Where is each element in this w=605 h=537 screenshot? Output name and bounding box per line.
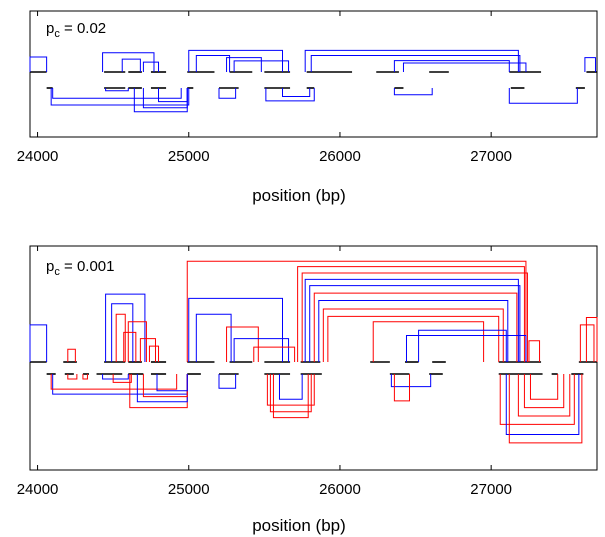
arc-upper-red — [186, 260, 527, 362]
arc-upper-blue — [121, 58, 141, 72]
arc-upper-red — [528, 340, 541, 362]
arc-upper-blue — [105, 293, 146, 362]
arc-upper-red — [301, 272, 528, 362]
annotation-pc: pc = 0.02 — [46, 20, 106, 40]
x-tick-label: 26000 — [319, 148, 361, 165]
x-axis: 24000 25000 26000 27000 — [17, 11, 512, 165]
arc-upper-red — [372, 321, 485, 362]
arc-lower-red — [523, 374, 565, 409]
arc-lower-red — [266, 374, 315, 406]
arc-lower-blue — [156, 374, 188, 392]
arc-lower-red — [508, 374, 583, 444]
arc-lower-blue — [218, 374, 237, 389]
x-tick-label: 26000 — [319, 481, 361, 498]
arc-upper-blue — [405, 335, 527, 362]
x-axis-label: position (bp) — [252, 516, 346, 535]
arc-lower-blue — [52, 88, 182, 99]
arc-upper-red — [297, 266, 525, 362]
x-tick-label: 24000 — [17, 481, 59, 498]
arc-lower-blue — [508, 88, 578, 104]
arc-lower-blue — [158, 88, 188, 103]
arc-lower-blue — [218, 88, 237, 99]
arc-upper-red — [327, 315, 500, 362]
arc-lower-red — [112, 374, 132, 383]
arc-lower-red — [67, 374, 78, 380]
arc-upper-red — [253, 346, 296, 362]
arc-lower-red — [272, 374, 309, 419]
x-axis: 24000 25000 26000 27000 — [17, 246, 512, 498]
x-tick-label: 25000 — [168, 148, 210, 165]
arc-lower-blue — [265, 88, 315, 102]
arc-lower-blue — [390, 374, 432, 388]
arc-upper-blue — [142, 61, 160, 72]
arc-lower-red — [529, 374, 559, 400]
arc-upper-red — [67, 348, 76, 362]
arc-upper-red — [115, 313, 126, 362]
arc-upper-blue — [318, 300, 509, 362]
arc-layer — [29, 260, 598, 444]
arc-layer — [29, 49, 596, 113]
arc-upper-blue — [29, 56, 48, 72]
arc-lower-red — [142, 374, 188, 398]
x-tick-label: 27000 — [470, 148, 512, 165]
arc-lower-red — [499, 374, 575, 425]
arc-lower-blue — [505, 374, 580, 435]
arc-upper-blue — [402, 62, 527, 72]
arc-lower-red — [82, 374, 88, 380]
arc-upper-blue — [309, 285, 521, 362]
panel-bottom: pc = 0.001 24000 25000 26000 27000 position… — [17, 245, 598, 535]
arc-upper-blue — [584, 57, 596, 72]
arc-upper-blue — [188, 297, 284, 362]
arc-lower-blue — [133, 88, 188, 113]
arc-upper-blue — [233, 338, 290, 362]
arc-upper-red — [579, 324, 595, 362]
arc-upper-red — [148, 345, 160, 362]
arc-upper-red — [139, 338, 156, 362]
arc-lower-red — [393, 374, 411, 402]
arc-upper-blue — [304, 49, 519, 72]
arc-upper-blue — [111, 303, 134, 362]
arc-lower-blue — [50, 88, 190, 106]
arc-lower-blue — [102, 374, 129, 380]
arc-lower-blue — [393, 88, 433, 96]
arc-upper-blue — [29, 324, 48, 362]
arc-lower-blue — [282, 88, 311, 97]
arc-lower-red — [269, 374, 312, 413]
arc-upper-red — [127, 321, 147, 362]
arc-lower-red — [517, 374, 571, 417]
x-tick-label: 27000 — [470, 481, 512, 498]
arc-lower-blue — [105, 88, 129, 92]
fragment-layer — [30, 361, 597, 375]
arc-upper-blue — [195, 55, 231, 72]
arc-upper-red — [123, 331, 137, 362]
arc-upper-blue — [226, 57, 262, 72]
arc-upper-blue — [418, 329, 507, 362]
annotation-pc: pc = 0.001 — [46, 258, 114, 278]
arc-upper-blue — [304, 278, 519, 362]
arc-lower-blue — [278, 374, 303, 400]
arc-upper-blue — [195, 313, 232, 362]
arc-lower-red — [50, 374, 178, 390]
x-tick-label: 25000 — [168, 481, 210, 498]
arc-upper-red — [313, 292, 518, 362]
x-tick-label: 24000 — [17, 148, 59, 165]
fragment-layer — [30, 71, 597, 89]
arc-upper-blue — [310, 55, 521, 72]
arc-upper-red — [585, 316, 598, 362]
panel-top: pc = 0.02 24000 25000 26000 27000 position … — [17, 10, 598, 205]
arc-upper-blue — [393, 60, 510, 72]
plot-frame — [29, 10, 598, 138]
arc-upper-blue — [233, 60, 290, 72]
arc-upper-red — [226, 326, 259, 362]
arc-lower-blue — [136, 374, 188, 403]
x-axis-label: position (bp) — [252, 186, 346, 205]
